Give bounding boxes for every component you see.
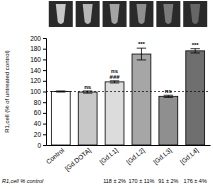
phantom-image — [183, 1, 207, 27]
y-tick-label: 40 — [34, 120, 42, 127]
error-bar — [137, 48, 146, 60]
footer-value: 118 ± 2% — [103, 178, 126, 184]
significance-label: ns — [84, 84, 92, 90]
phantom-tube — [163, 4, 173, 24]
y-tick-label: 120 — [30, 77, 41, 84]
y-tick-label: 100 — [30, 88, 41, 95]
phantom-tube — [190, 4, 200, 24]
y-axis: 0 20 40 60 80 100 120 140 160 180 200 — [30, 35, 46, 149]
y-tick: 40 — [34, 120, 46, 127]
x-tick: [Gd.L4] — [179, 145, 201, 166]
y-tick: 80 — [34, 99, 46, 106]
y-tick-mark — [43, 145, 46, 146]
footer-label: R1,cell % control — [2, 178, 44, 184]
phantom-tube — [110, 4, 120, 24]
y-axis-title: R1,cell (% of untreated control) — [4, 50, 10, 133]
y-tick-mark — [43, 81, 46, 82]
y-tick-label: 80 — [34, 99, 42, 106]
phantom-tube — [83, 4, 93, 24]
y-tick: 200 — [30, 35, 46, 42]
x-tick: Control — [45, 145, 66, 165]
phantom-image — [103, 1, 127, 27]
y-tick-mark — [43, 124, 46, 125]
y-tick-label: 0 — [37, 142, 41, 149]
error-bar — [56, 91, 65, 92]
y-tick: 0 — [37, 142, 46, 149]
significance-label: ns — [165, 88, 173, 94]
y-tick-label: 140 — [30, 67, 41, 74]
bar — [159, 96, 178, 145]
y-tick: 140 — [30, 67, 46, 74]
error-bar — [191, 49, 200, 53]
y-tick: 100 — [30, 88, 46, 95]
significance-label: *** — [192, 42, 200, 48]
bar — [78, 92, 97, 145]
x-tick: [Gd.L1] — [98, 145, 120, 166]
y-tick: 20 — [34, 131, 46, 138]
x-tick-label: [Gd.L2] — [125, 146, 147, 166]
x-tick-label: [Gd.L1] — [98, 146, 120, 166]
y-tick-mark — [43, 102, 46, 103]
x-axis-line — [47, 145, 211, 146]
phantom-image — [49, 1, 73, 27]
image-strip — [49, 1, 207, 27]
y-tick-mark — [43, 49, 46, 50]
y-tick-mark — [43, 92, 46, 93]
chart: 0 20 40 60 80 100 120 140 160 180 200 Control[Gd.DO… — [0, 0, 213, 189]
footer-value: 91 ± 2% — [158, 178, 178, 184]
phantom-tube — [136, 4, 146, 24]
x-tick-label: [Gd.L4] — [179, 146, 201, 166]
phantom-tube — [56, 4, 66, 24]
y-tick-label: 60 — [34, 109, 42, 116]
x-tick: [Gd.DOTA] — [63, 145, 93, 173]
y-tick-mark — [43, 70, 46, 71]
reference-line — [46, 91, 210, 92]
bar — [51, 92, 70, 146]
x-tick-label: [Gd.L3] — [152, 146, 174, 166]
y-tick-mark — [43, 134, 46, 135]
y-tick-label: 160 — [30, 56, 41, 63]
phantom-image — [156, 1, 180, 27]
y-tick-mark — [43, 38, 46, 39]
x-tick: [Gd.L3] — [152, 145, 174, 166]
bar — [132, 54, 151, 145]
y-tick: 180 — [30, 45, 46, 52]
plot-area — [46, 48, 210, 145]
y-tick: 120 — [30, 77, 46, 84]
x-tick: [Gd.L2] — [125, 145, 147, 166]
phantom-image — [76, 1, 100, 27]
y-tick-label: 180 — [30, 45, 41, 52]
phantom-image — [129, 1, 153, 27]
error-bar — [110, 81, 119, 83]
error-bar — [164, 95, 173, 97]
significance-label: *** — [138, 41, 146, 47]
y-tick-label: 20 — [34, 131, 42, 138]
x-axis: Control[Gd.DOTA][Gd.L1][Gd.L2][Gd.L3][Gd… — [45, 145, 211, 173]
y-axis-line — [43, 39, 47, 146]
y-tick-mark — [43, 59, 46, 60]
bar — [186, 51, 205, 145]
x-tick-label: [Gd.DOTA] — [63, 146, 93, 173]
significance-label: ### — [110, 74, 121, 80]
y-tick: 160 — [30, 56, 46, 63]
y-tick: 60 — [34, 109, 46, 116]
footer-value: 176 ± 4% — [184, 178, 207, 184]
x-tick-label: Control — [45, 146, 66, 165]
y-tick-mark — [43, 113, 46, 114]
y-tick-label: 200 — [30, 35, 41, 42]
footer-value: 170 ± 11% — [129, 178, 155, 184]
